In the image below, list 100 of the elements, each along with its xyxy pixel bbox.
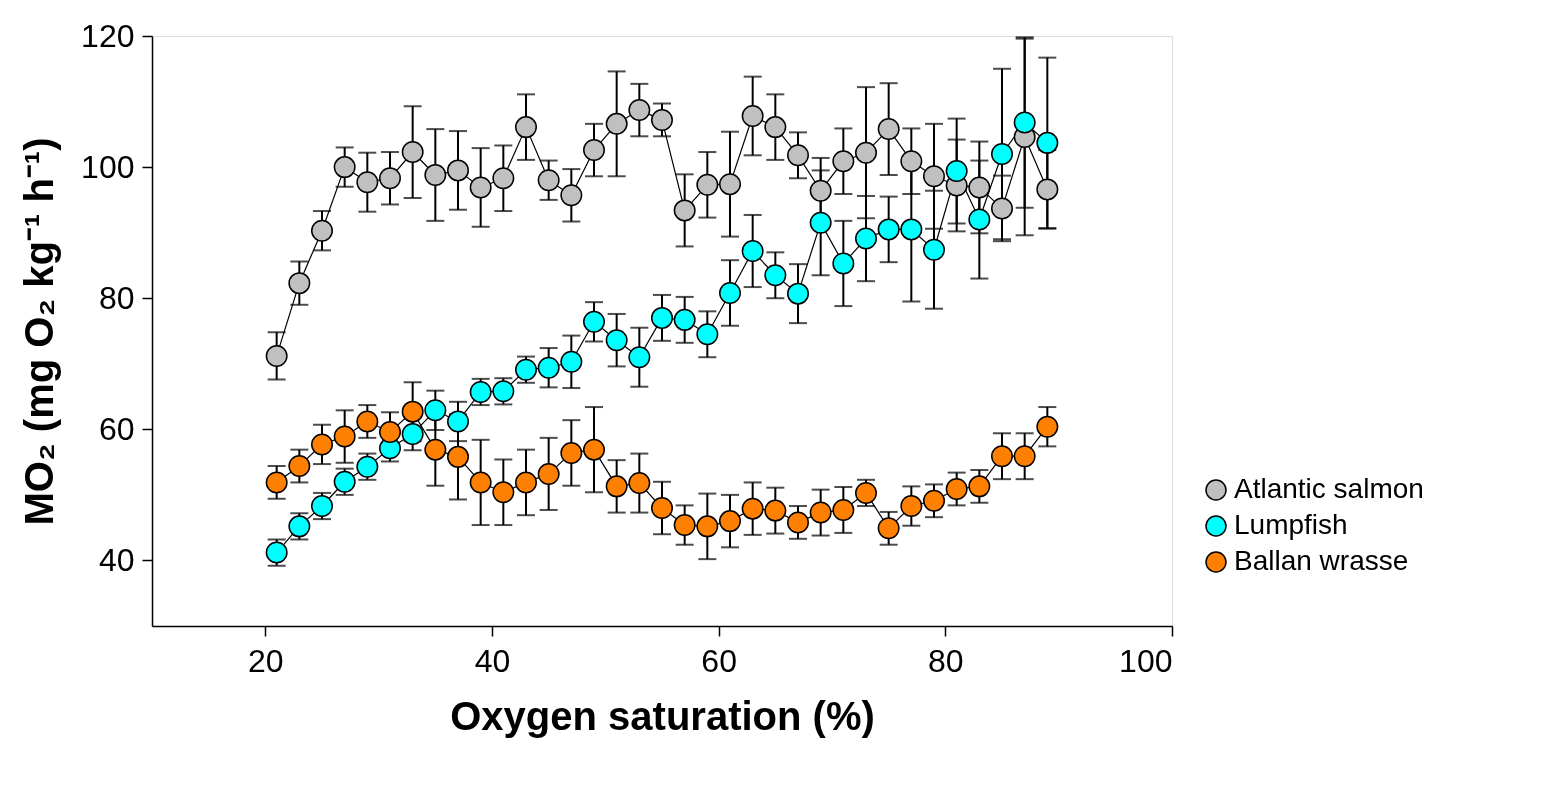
point <box>583 438 605 461</box>
legend-label: Ballan wrasse <box>1234 545 1409 576</box>
point <box>605 475 628 498</box>
point <box>1036 415 1059 438</box>
point <box>401 141 424 164</box>
point <box>651 108 673 131</box>
point <box>265 344 288 367</box>
point <box>945 478 968 500</box>
point <box>696 173 719 196</box>
point <box>968 176 991 199</box>
y-tick-label: 60 <box>98 410 135 447</box>
point <box>447 159 469 182</box>
point <box>673 514 696 537</box>
x-tick-label: 40 <box>474 642 511 679</box>
point <box>447 410 469 433</box>
point <box>764 499 787 522</box>
x-tick-label: 20 <box>248 642 284 679</box>
y-tick-label: 100 <box>81 148 135 185</box>
legend-label: Lumpfish <box>1234 509 1348 540</box>
point <box>537 169 560 192</box>
point <box>424 399 447 422</box>
point <box>560 184 583 207</box>
y-tick-label: 120 <box>81 17 135 54</box>
point <box>447 445 469 468</box>
point <box>583 139 605 162</box>
point <box>923 165 945 188</box>
point <box>379 420 401 443</box>
point <box>900 495 923 518</box>
point <box>583 310 605 333</box>
point <box>696 323 719 346</box>
point <box>809 211 832 234</box>
point <box>288 455 311 478</box>
point <box>719 282 741 304</box>
point <box>537 462 560 485</box>
point <box>1013 111 1036 134</box>
point <box>719 173 741 196</box>
point <box>265 471 288 494</box>
point <box>515 116 537 139</box>
point <box>469 471 492 494</box>
x-tick-label: 60 <box>701 642 737 679</box>
point <box>832 150 855 173</box>
point <box>991 445 1013 468</box>
point <box>764 264 787 287</box>
point <box>288 272 311 295</box>
point <box>673 199 696 222</box>
point <box>900 218 923 241</box>
point <box>855 141 877 164</box>
point <box>991 143 1013 165</box>
point <box>1013 445 1036 468</box>
x-axis-title: Oxygen saturation (%) <box>450 693 875 738</box>
point <box>741 240 764 262</box>
point <box>787 144 809 167</box>
point <box>515 471 537 494</box>
point <box>469 176 492 199</box>
point <box>855 227 877 250</box>
y-axis-title: MO₂ (mg O₂ kg⁻¹ h⁻¹) <box>17 137 62 526</box>
point <box>492 167 515 190</box>
point <box>832 252 855 275</box>
y-tick-label: 80 <box>98 279 135 316</box>
point <box>877 218 900 241</box>
point <box>356 410 379 433</box>
point <box>401 400 424 423</box>
point <box>991 197 1013 220</box>
point <box>787 282 809 305</box>
point <box>968 208 991 231</box>
point <box>923 489 945 512</box>
legend-label: Atlantic salmon <box>1234 473 1424 504</box>
y-tick-label: 40 <box>98 541 135 578</box>
point <box>787 511 809 534</box>
point <box>923 238 945 261</box>
point <box>356 171 379 194</box>
point <box>424 438 447 461</box>
point <box>968 475 991 498</box>
x-tick-label: 80 <box>928 642 964 679</box>
point <box>719 510 741 533</box>
point <box>900 150 923 173</box>
point <box>696 515 719 538</box>
point <box>605 112 628 135</box>
point <box>809 179 832 202</box>
point <box>560 441 583 464</box>
point <box>832 498 855 521</box>
point <box>333 425 356 448</box>
point <box>311 219 333 242</box>
point <box>1036 131 1059 154</box>
x-tick-label: 100 <box>1119 642 1173 679</box>
point <box>628 99 651 122</box>
point <box>741 497 764 520</box>
point <box>877 517 900 540</box>
point <box>379 167 401 190</box>
point <box>537 356 560 379</box>
point <box>560 350 583 373</box>
point <box>877 118 900 141</box>
point <box>651 497 673 519</box>
point <box>424 164 447 186</box>
point <box>741 105 764 127</box>
point <box>809 501 832 524</box>
point <box>945 160 968 183</box>
point <box>492 481 515 504</box>
point <box>651 306 673 329</box>
point <box>311 495 333 518</box>
